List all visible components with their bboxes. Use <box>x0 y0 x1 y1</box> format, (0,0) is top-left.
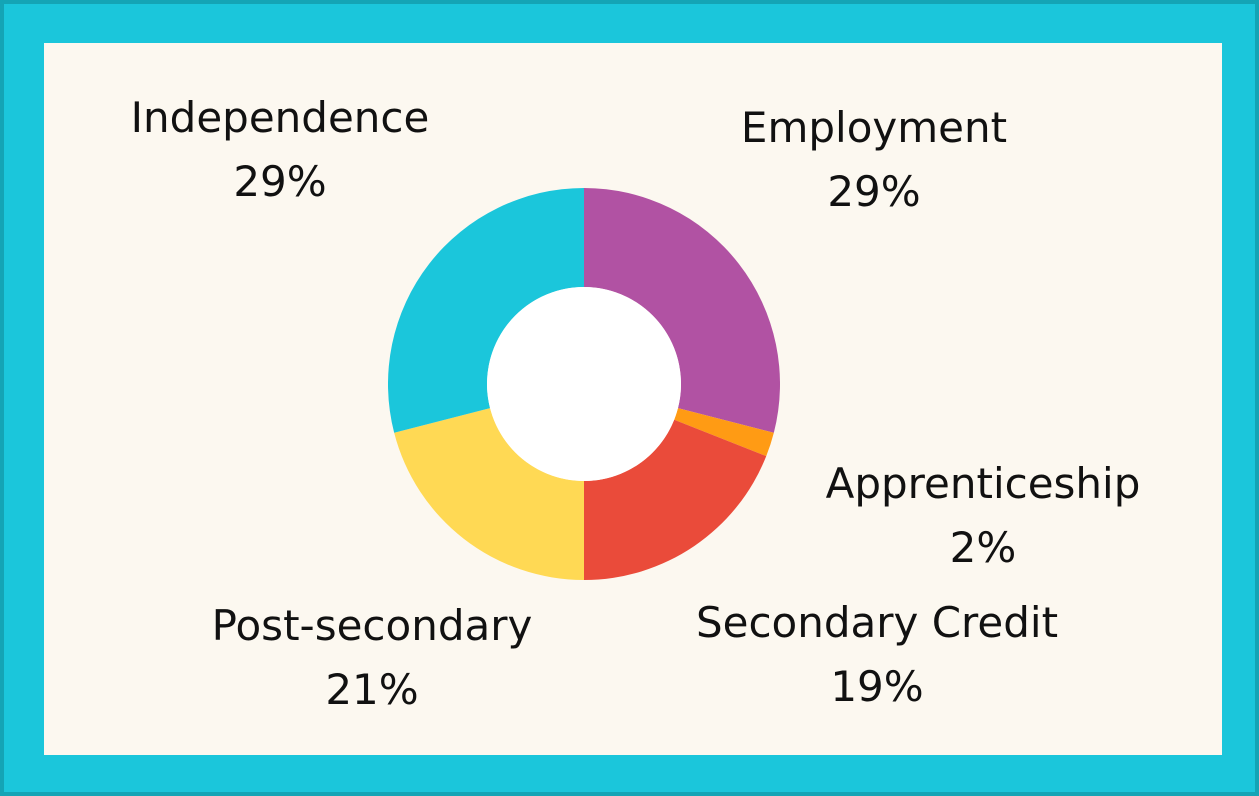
label-independence-percent: 29% <box>233 157 327 206</box>
donut-slices <box>388 188 780 580</box>
label-employment-percent: 29% <box>827 167 921 216</box>
slice-employment <box>584 188 780 433</box>
label-post-secondary-name: Post-secondary <box>211 601 533 650</box>
label-apprenticeship-percent: 2% <box>949 523 1017 572</box>
slice-apprenticeship <box>674 408 774 457</box>
donut-hole <box>487 287 681 481</box>
label-post-secondary: Post-secondary 21% <box>212 594 533 722</box>
slice-post-secondary <box>394 408 584 580</box>
label-independence-name: Independence <box>130 93 430 142</box>
label-post-secondary-percent: 21% <box>325 665 419 714</box>
label-apprenticeship-name: Apprenticeship <box>825 459 1141 508</box>
label-employment-name: Employment <box>740 103 1008 152</box>
label-employment: Employment 29% <box>741 96 1007 224</box>
label-secondary-credit-percent: 19% <box>830 662 924 711</box>
label-secondary-credit: Secondary Credit 19% <box>696 591 1058 719</box>
label-apprenticeship: Apprenticeship 2% <box>826 452 1141 580</box>
label-independence: Independence 29% <box>131 86 430 214</box>
label-secondary-credit-name: Secondary Credit <box>695 598 1059 647</box>
slice-independence <box>388 188 584 433</box>
slice-secondary-credit <box>584 419 767 580</box>
